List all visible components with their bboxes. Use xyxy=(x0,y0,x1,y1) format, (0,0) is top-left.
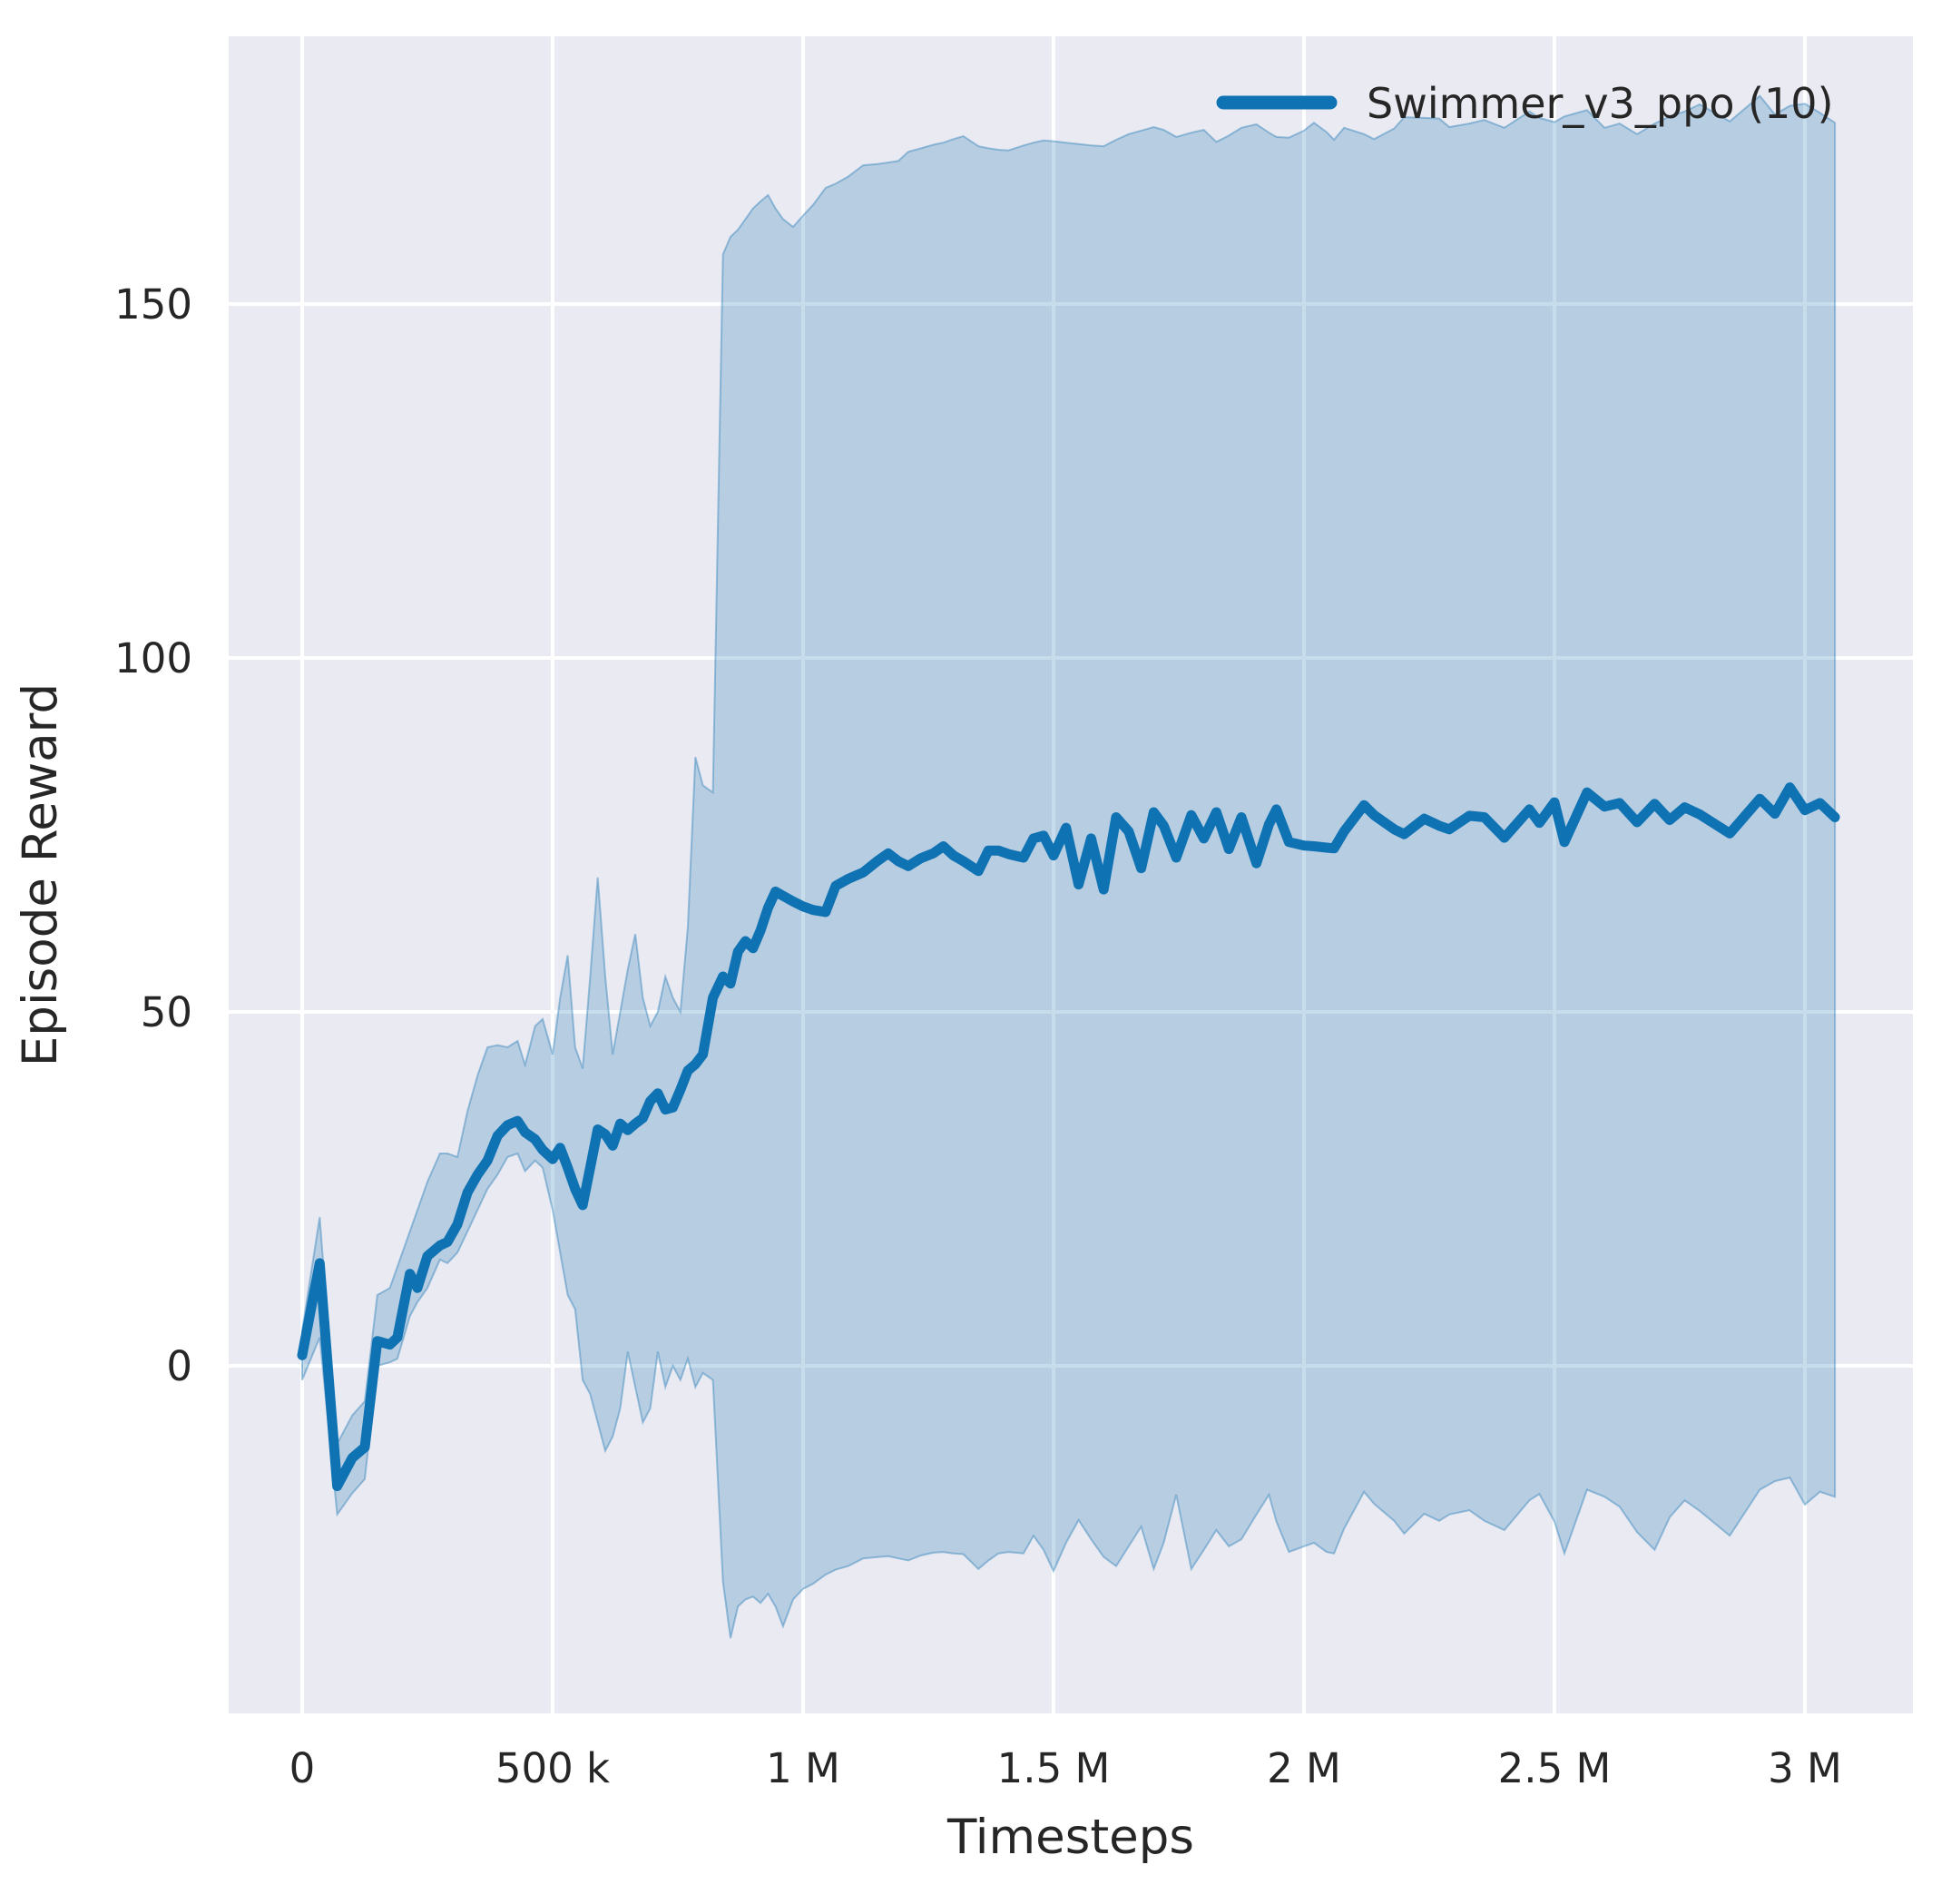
x-tick-label: 0 xyxy=(289,1744,316,1792)
x-tick-label: 3 M xyxy=(1768,1744,1842,1792)
x-tick-label: 500 k xyxy=(495,1744,610,1792)
grid xyxy=(229,36,1913,1713)
y-tick-labels: 0 50 100 150 xyxy=(114,280,192,1390)
x-tick-label: 2 M xyxy=(1267,1744,1341,1792)
legend: Swimmer_v3_ppo (10) xyxy=(1216,79,1834,128)
y-tick-label: 150 xyxy=(114,280,192,329)
y-tick-label: 50 xyxy=(141,988,192,1036)
x-tick-labels: 0 500 k 1 M 1.5 M 2 M 2.5 M 3 M xyxy=(289,1744,1842,1792)
plot-area-background xyxy=(229,36,1913,1713)
y-tick-label: 0 xyxy=(166,1342,192,1390)
mean-line xyxy=(297,782,1840,1492)
x-tick-label: 1.5 M xyxy=(997,1744,1111,1792)
y-axis-title: Episode Reward xyxy=(13,683,68,1066)
x-axis-title: Timesteps xyxy=(946,1810,1194,1865)
legend-label: Swimmer_v3_ppo (10) xyxy=(1367,79,1834,128)
x-tick-label: 2.5 M xyxy=(1498,1744,1612,1792)
y-tick-label: 100 xyxy=(114,634,192,682)
x-tick-label: 1 M xyxy=(766,1744,840,1792)
confidence-band xyxy=(301,94,1837,1639)
